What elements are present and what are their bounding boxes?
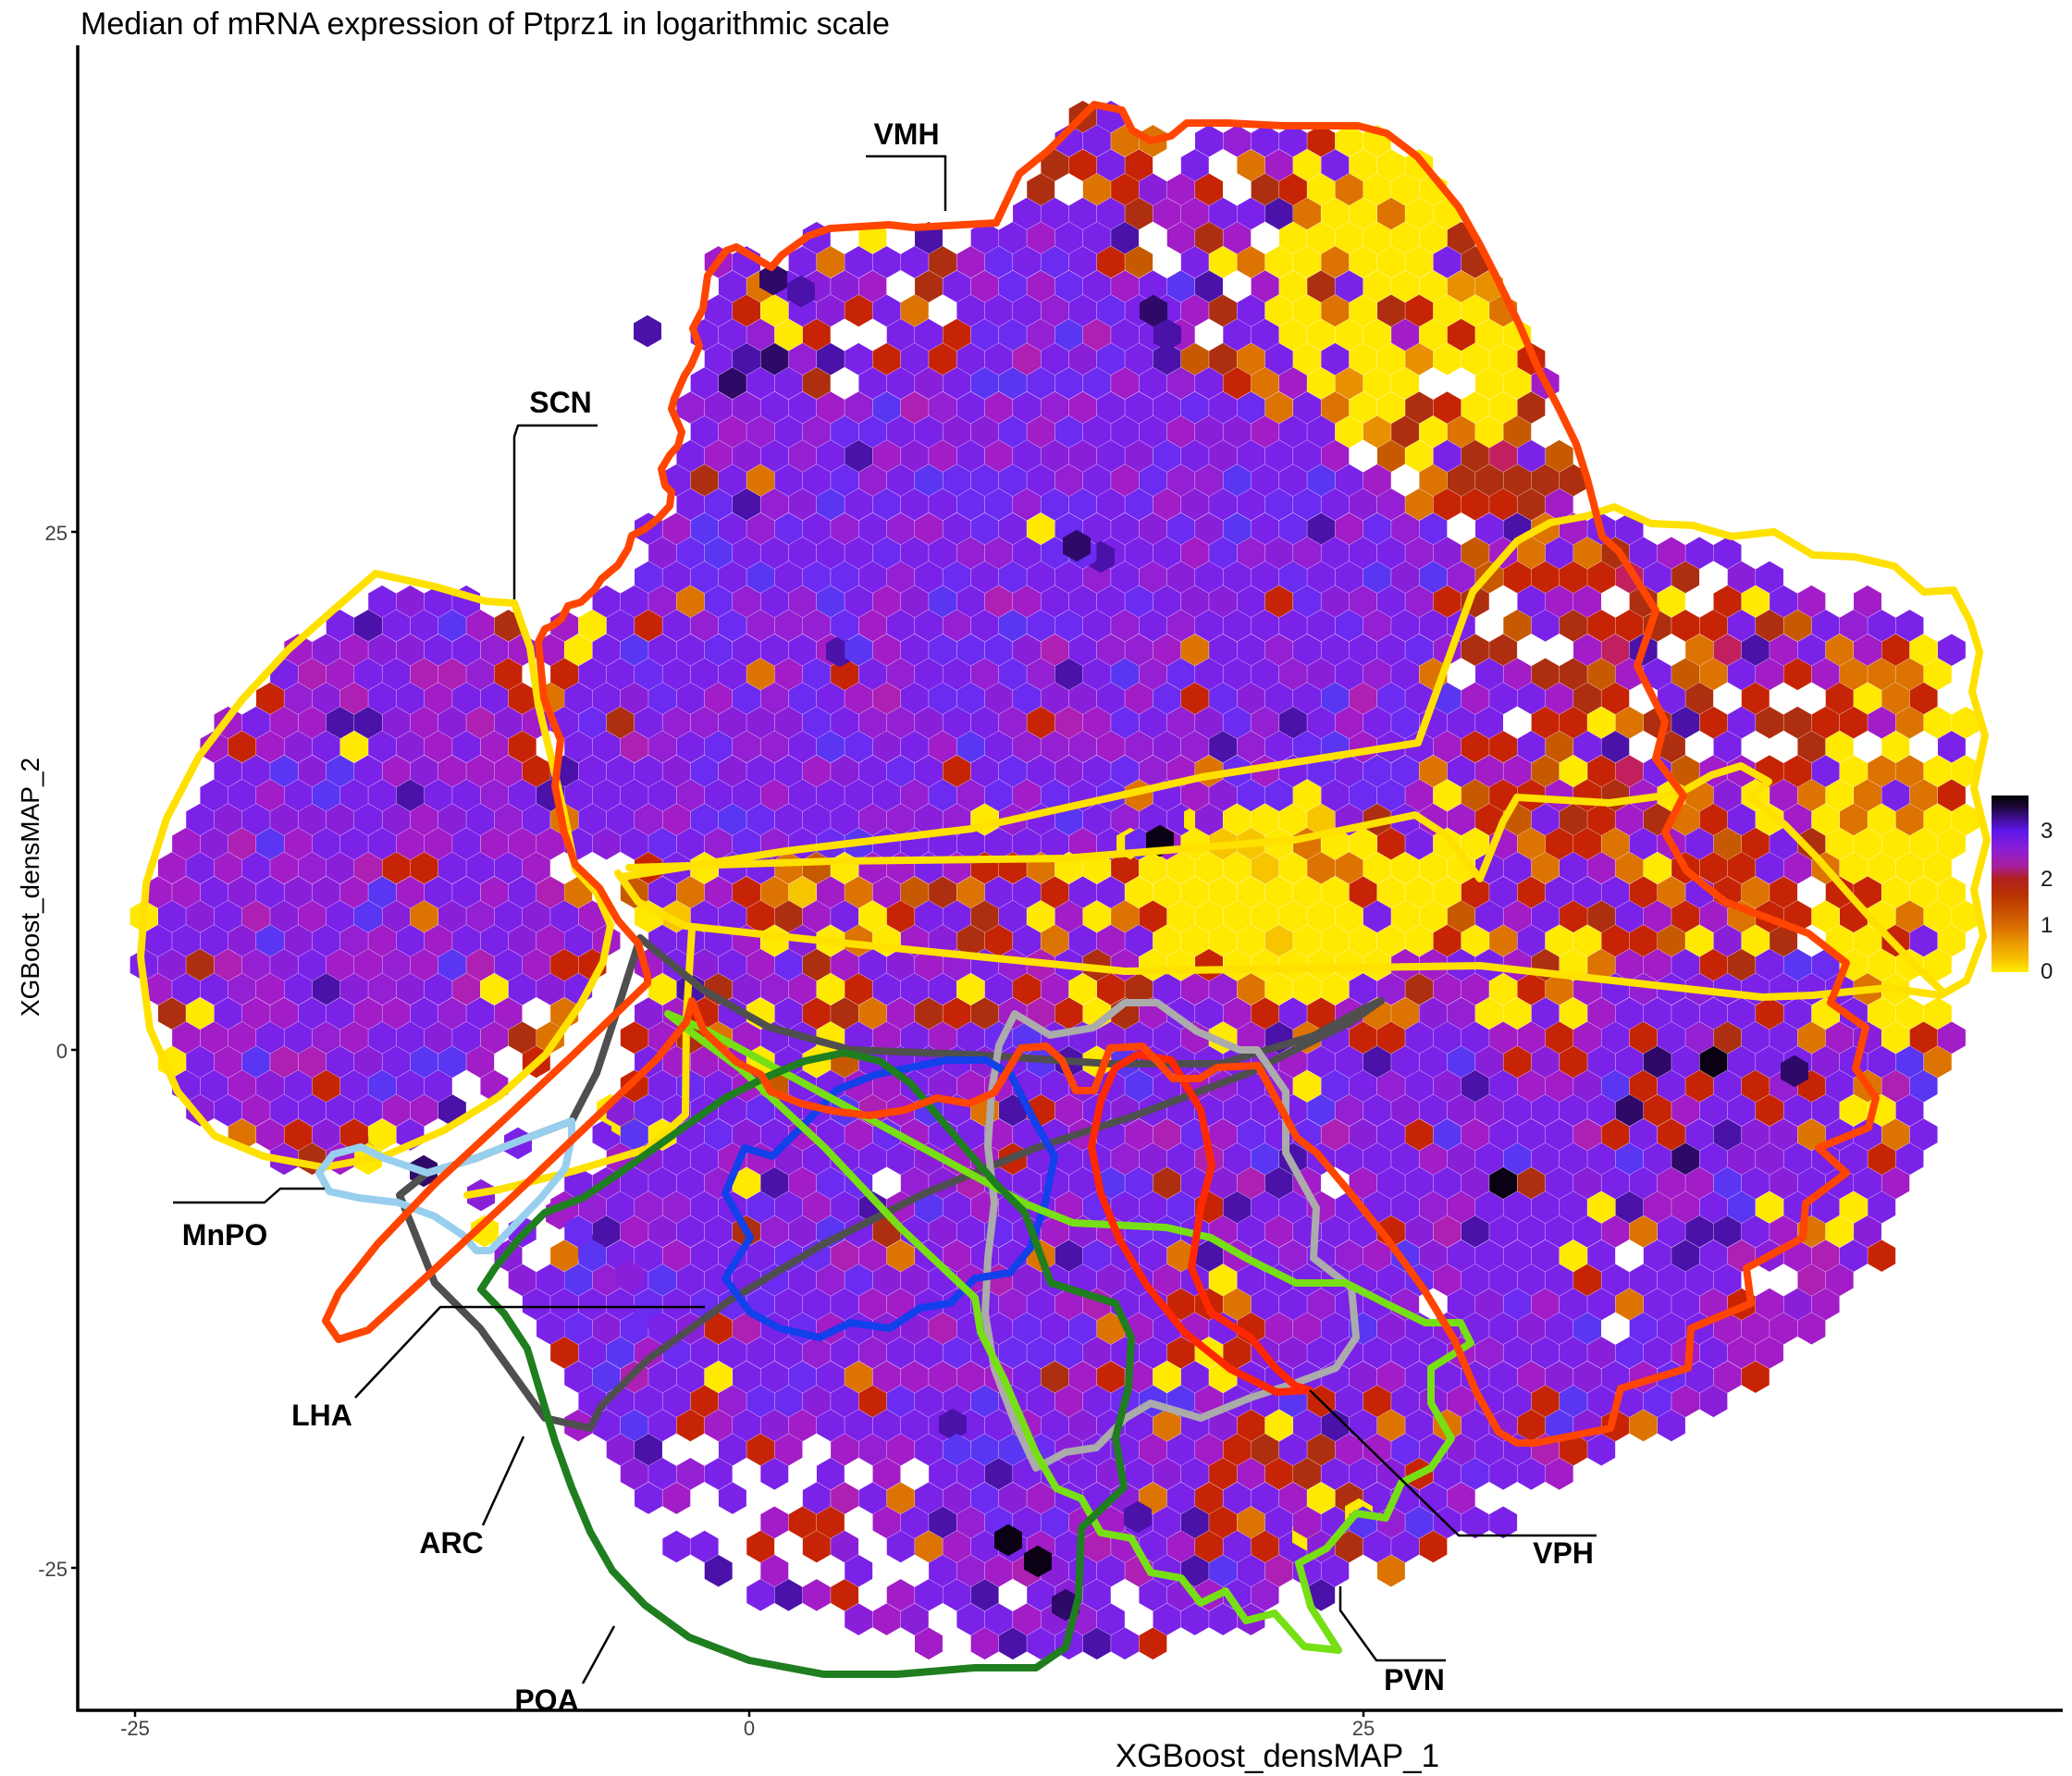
svg-text:1: 1	[2041, 913, 2053, 938]
svg-text:25: 25	[45, 522, 68, 545]
svg-text:-25: -25	[38, 1558, 68, 1581]
svg-text:POA: POA	[514, 1684, 578, 1717]
svg-text:3: 3	[2041, 819, 2053, 844]
svg-text:0: 0	[56, 1040, 68, 1063]
svg-text:VMH: VMH	[873, 117, 939, 151]
svg-text:LHA: LHA	[291, 1399, 352, 1432]
svg-text:PVN: PVN	[1384, 1663, 1445, 1696]
svg-text:-25: -25	[120, 1717, 150, 1740]
svg-text:25: 25	[1352, 1717, 1375, 1740]
svg-text:VPH: VPH	[1533, 1536, 1594, 1570]
svg-text:Median of mRNA expression of P: Median of mRNA expression of Ptprz1 in l…	[80, 6, 890, 42]
svg-text:ARC: ARC	[419, 1526, 483, 1560]
svg-text:0: 0	[744, 1717, 755, 1740]
svg-text:MnPO: MnPO	[182, 1218, 267, 1252]
svg-text:0: 0	[2041, 959, 2053, 984]
svg-text:SCN: SCN	[529, 386, 592, 419]
svg-text:2: 2	[2041, 867, 2053, 892]
svg-text:XGBoost_densMAP_2: XGBoost_densMAP_2	[16, 758, 44, 1017]
svg-text:XGBoost_densMAP_1: XGBoost_densMAP_1	[1116, 1738, 1439, 1774]
